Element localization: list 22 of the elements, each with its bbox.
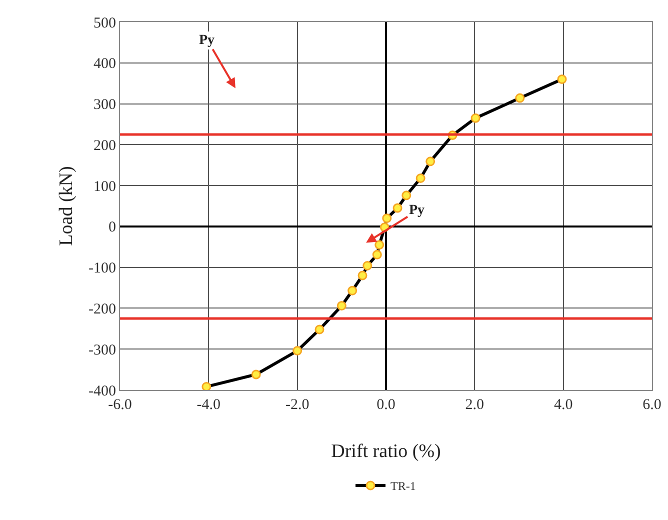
x-tick-label: 4.0 bbox=[554, 397, 573, 413]
x-tick-label: 2.0 bbox=[465, 397, 484, 413]
annotation: Py bbox=[409, 203, 425, 218]
y-tick-label: 0 bbox=[108, 220, 116, 236]
x-tick-label: 0.0 bbox=[376, 397, 396, 413]
x-axis-title: Drift ratio (%) bbox=[331, 441, 441, 462]
y-tick-label: 100 bbox=[94, 178, 116, 195]
x-tick-label: -2.0 bbox=[285, 397, 310, 413]
x-tick-label: -6.0 bbox=[108, 397, 132, 413]
annotation: Py bbox=[199, 33, 215, 48]
y-tick-label: 500 bbox=[94, 15, 116, 32]
y-axis-title: Load (kN) bbox=[56, 166, 77, 246]
y-tick-label: -100 bbox=[88, 260, 116, 277]
legend-label: TR-1 bbox=[390, 479, 416, 494]
y-tick-label: 400 bbox=[94, 56, 116, 72]
y-tick-label: 200 bbox=[94, 138, 116, 154]
y-tick-label: 300 bbox=[94, 97, 116, 114]
x-tick-label: 6.0 bbox=[642, 397, 662, 413]
y-tick-label: -300 bbox=[88, 342, 116, 358]
y-tick-label: -400 bbox=[88, 383, 116, 400]
y-tick-label: -200 bbox=[88, 301, 116, 318]
x-tick-label: -4.0 bbox=[196, 397, 221, 413]
